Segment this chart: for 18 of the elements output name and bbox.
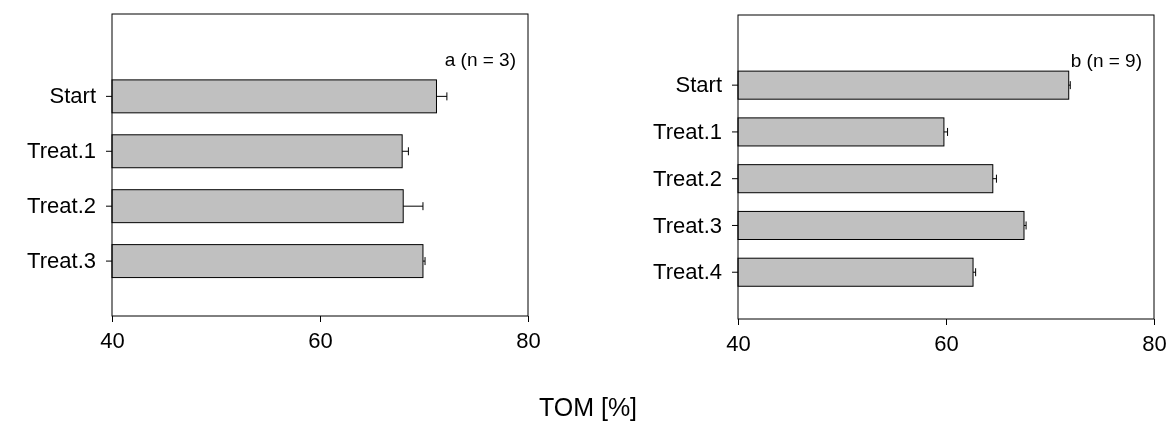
y-tick-label: Treat.3	[27, 248, 96, 274]
x-tick-label: 60	[934, 330, 959, 356]
x-tick-label: 40	[100, 327, 125, 353]
x-tick-label: 80	[1142, 330, 1167, 356]
x-axis-title: TOM [%]	[538, 393, 638, 421]
annotation: a (n = 3)	[444, 49, 516, 70]
y-tick-label: Treat.2	[27, 193, 96, 219]
y-tick-label: Treat.3	[653, 212, 722, 238]
y-tick-label: Treat.4	[653, 259, 722, 285]
y-tick-label: Treat.1	[27, 138, 96, 164]
y-tick-label: Treat.2	[653, 165, 722, 191]
x-tick-label: 40	[726, 330, 751, 356]
y-tick-label: Treat.1	[653, 118, 722, 144]
y-tick-label: Start	[49, 83, 96, 109]
y-tick-label: Start	[675, 72, 722, 98]
x-tick-label: 80	[516, 327, 541, 353]
x-tick-label: 60	[308, 327, 333, 353]
annotation: b (n = 9)	[1070, 50, 1142, 71]
